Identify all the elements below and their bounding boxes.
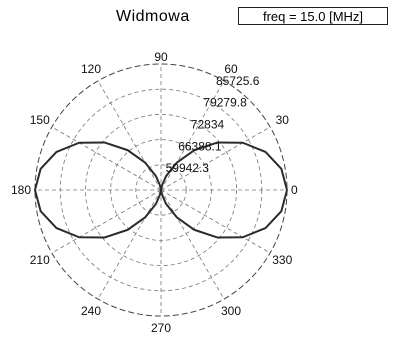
angle-tick-label: 300 [221,304,241,318]
pattern-series [34,141,288,239]
angle-tick-label: 210 [30,253,50,267]
grid-spoke [51,126,162,191]
grid-spoke [160,126,271,191]
angle-tick-label: 90 [154,50,168,64]
grid-spoke [97,189,162,300]
angle-tick-label: 150 [30,113,50,127]
chart-title: Widmowa [116,8,190,25]
grid-ring [84,113,238,267]
pattern-curve [34,141,288,239]
radial-tick-label: 66388.1 [178,139,222,153]
radial-tick-label: 59942.3 [166,161,210,175]
angle-tick-label: 240 [81,304,101,318]
grid-spoke [97,80,162,191]
angle-tick-label: 30 [276,113,290,127]
grid-spoke [160,80,225,191]
frequency-label: freq = 15.0 [MHz] [238,7,388,25]
grid-ring [135,164,187,216]
grid-spoke [160,189,271,254]
radial-tick-label: 72834 [191,118,225,132]
grid-spoke [160,189,225,300]
grid-spoke [51,189,162,254]
angle-tick-label: 0 [291,183,298,197]
angle-tick-label: 330 [272,253,292,267]
angle-tick-label: 60 [224,62,238,76]
radial-tick-label: 79279.8 [203,96,247,110]
polar-labels: 0 30 60 90 120 150 180 210 240 270 300 330 59942.3 66… [11,50,298,335]
angle-tick-label: 180 [11,183,31,197]
angle-tick-label: 270 [151,321,171,335]
angle-tick-label: 120 [81,62,101,76]
radial-tick-label: 85725.6 [216,74,260,88]
